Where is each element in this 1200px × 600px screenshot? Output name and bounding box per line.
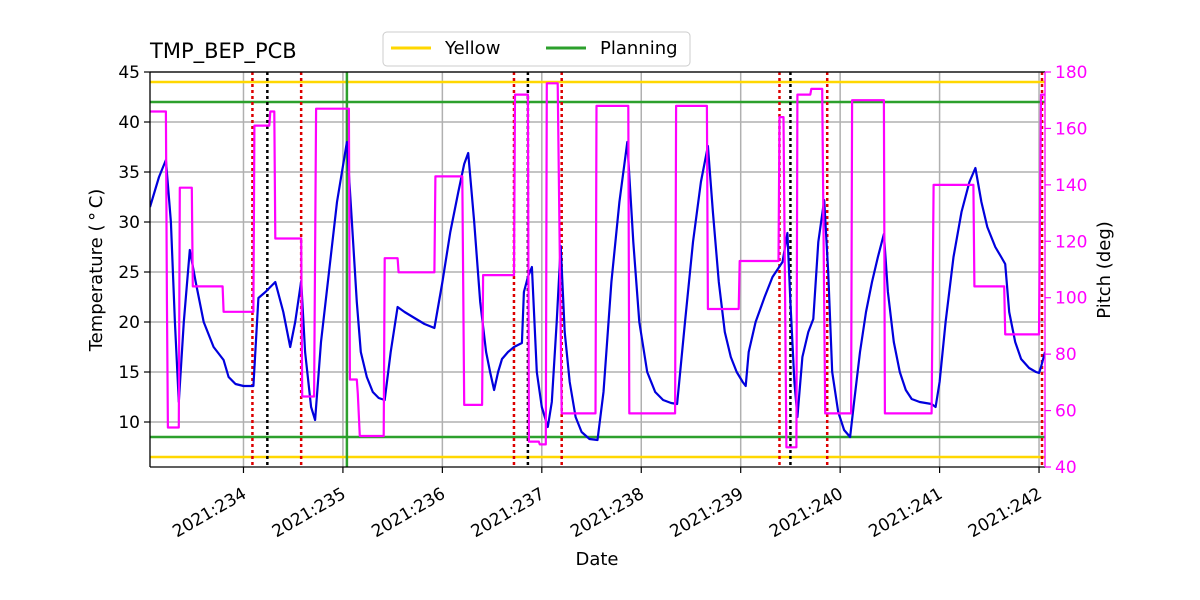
- x-axis-label: Date: [575, 549, 618, 570]
- chart-title: TMP_BEP_PCB: [149, 39, 297, 64]
- y-tick-label-right: 160: [1055, 119, 1087, 139]
- y-tick-label-right: 100: [1055, 289, 1087, 309]
- y-tick-label: 30: [118, 213, 140, 233]
- y-tick-label-right: 120: [1055, 232, 1087, 252]
- pitch-line: [150, 82, 1045, 449]
- y-tick-label: 20: [118, 313, 140, 333]
- y-tick-label: 35: [118, 163, 140, 183]
- legend-label-yellow: Yellow: [444, 38, 500, 59]
- legend-label-planning: Planning: [600, 38, 678, 59]
- y-tick-label-right: 180: [1055, 63, 1087, 83]
- x-tick-label: 2021:236: [368, 484, 449, 542]
- legend: Yellow Planning: [382, 31, 691, 67]
- x-tick-label: 2021:240: [766, 484, 847, 542]
- axes-frame: [149, 71, 1046, 468]
- y-tick-label: 45: [118, 63, 140, 83]
- y-tick-label: 40: [118, 113, 140, 133]
- x-tick-label: 2021:239: [667, 484, 748, 542]
- y-axis-label: Temperature ( ° C): [86, 189, 107, 353]
- plot-background: [150, 72, 1045, 467]
- plot-area: [150, 72, 1045, 467]
- y-tick-label-right: 60: [1055, 402, 1077, 422]
- y-axis-label-right: Pitch (deg): [1094, 221, 1115, 319]
- x-tick-label: 2021:241: [866, 484, 947, 542]
- y-tick-label: 15: [118, 363, 140, 383]
- y-tick-label-right: 140: [1055, 176, 1087, 196]
- x-tick-label: 2021:237: [468, 484, 549, 542]
- event-lines: [251, 72, 1044, 467]
- grid: [150, 71, 1045, 467]
- legend-box: [382, 31, 691, 67]
- x-tick-label: 2021:242: [965, 484, 1046, 542]
- y-tick-label-right: 40: [1055, 458, 1077, 478]
- y-tick-label: 25: [118, 263, 140, 283]
- y-tick-label: 10: [118, 413, 140, 433]
- limit-lines: [150, 80, 1045, 459]
- temperature-line: [150, 140, 1045, 442]
- y-tick-label-right: 80: [1055, 345, 1077, 365]
- series-lines: [150, 82, 1045, 449]
- x-tick-label: 2021:235: [269, 484, 350, 542]
- x-tick-label: 2021:234: [169, 484, 250, 542]
- x-tick-label: 2021:238: [567, 484, 648, 542]
